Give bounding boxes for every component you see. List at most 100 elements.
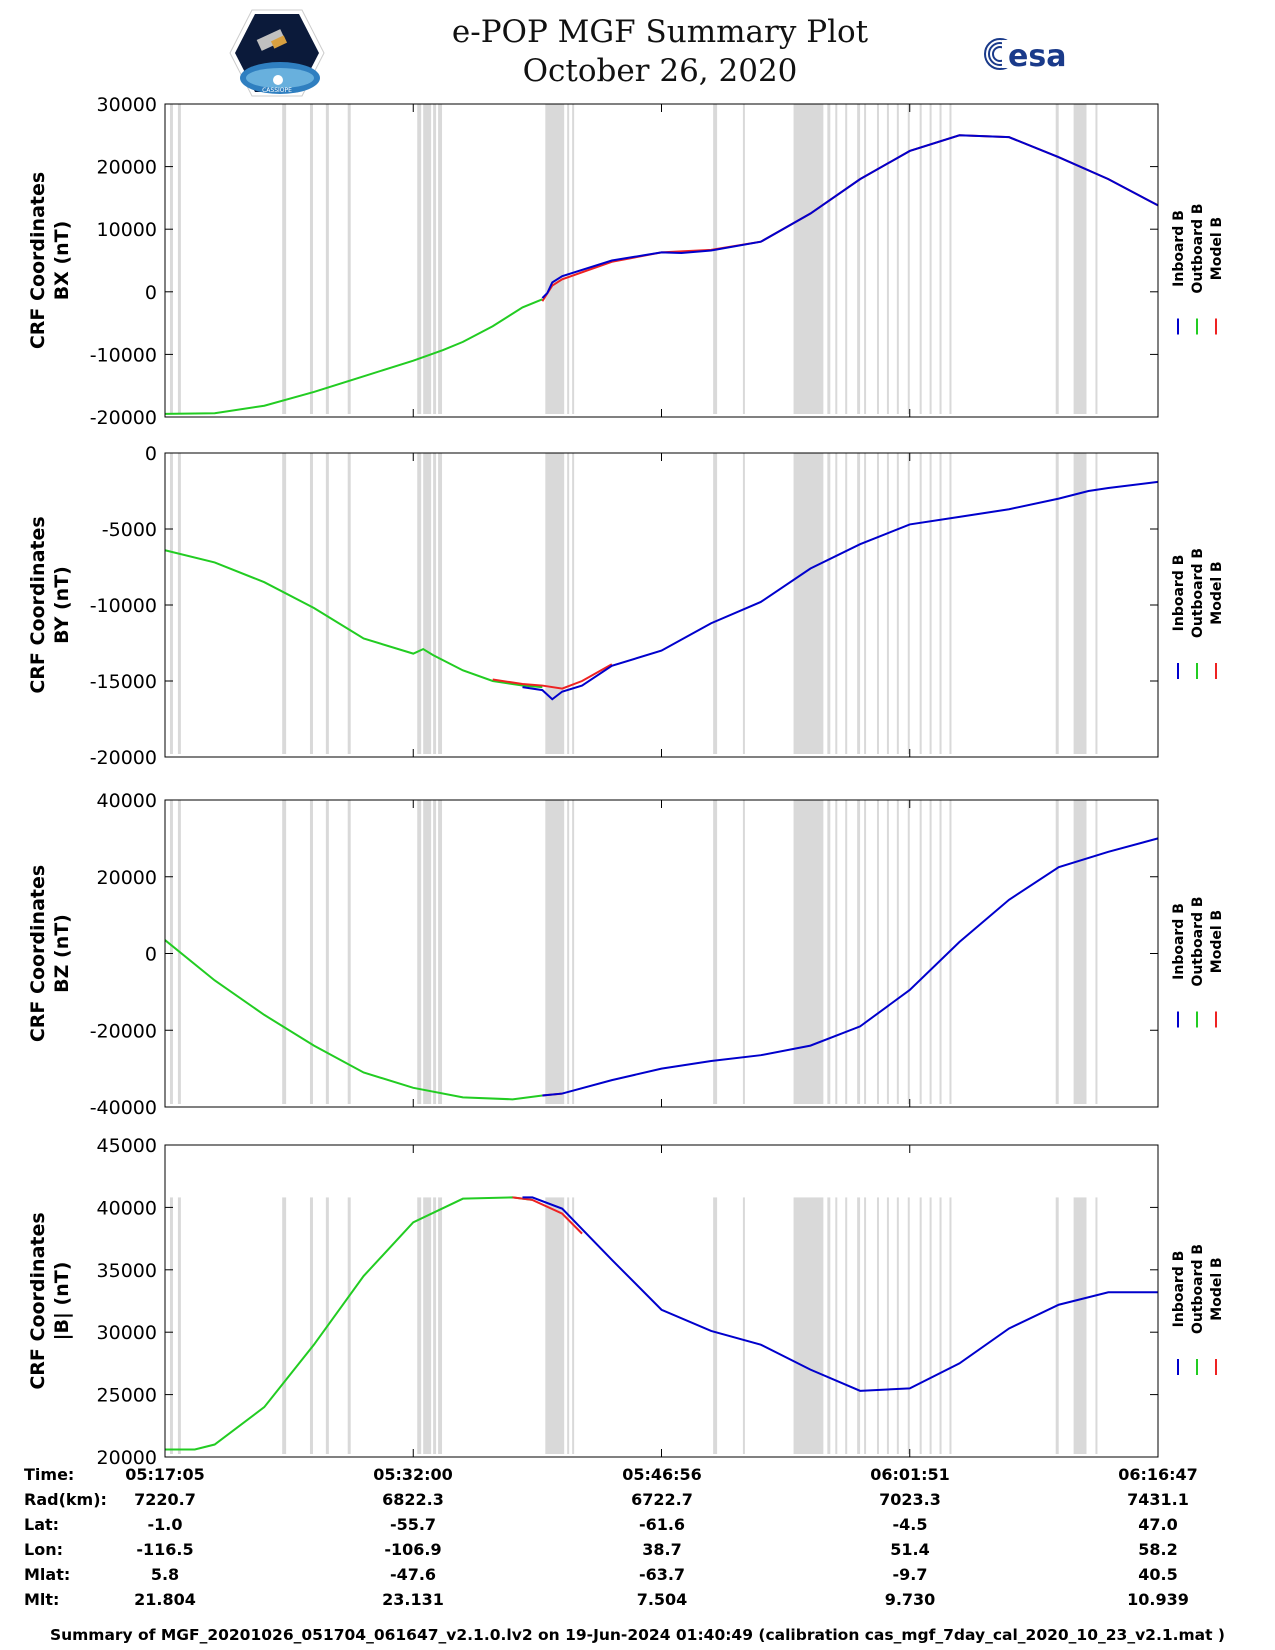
data-gap-band xyxy=(939,453,942,754)
data-gap-band xyxy=(417,1197,422,1454)
data-gap-band xyxy=(793,1197,824,1454)
data-gap-band xyxy=(845,800,848,1104)
data-gap-band xyxy=(1073,104,1087,414)
series-line-outboard-b xyxy=(165,1196,533,1451)
series-line-inboard-b xyxy=(542,837,1159,1097)
y-tick-label: 0 xyxy=(145,944,157,966)
data-gap-band xyxy=(417,104,422,414)
data-gap-band xyxy=(845,104,848,414)
table-cell-time: 06:16:47 xyxy=(1118,1465,1198,1484)
series-line-outboard-b xyxy=(164,939,543,1101)
y-tick-label: -5000 xyxy=(102,519,157,541)
legend-entry: Inboard B xyxy=(1171,210,1187,287)
data-gap-band xyxy=(567,800,570,1104)
chart-panel-3: 40000 20000 0 -20000 -40000 CRF Coordinates BZ… xyxy=(27,790,1225,1119)
data-gap-band xyxy=(896,1197,899,1454)
data-gap-band xyxy=(907,1197,910,1454)
data-gap-band xyxy=(347,104,351,414)
data-gap-band xyxy=(423,800,432,1104)
data-gap-band xyxy=(886,453,889,754)
legend-entry: Inboard B xyxy=(1171,555,1187,632)
legend-entry: Inboard B xyxy=(1171,1251,1187,1328)
table-cell-lat: -55.7 xyxy=(389,1515,437,1534)
data-gap-band xyxy=(713,104,718,414)
data-gap-band xyxy=(886,800,889,1104)
data-gap-band xyxy=(919,453,922,754)
table-cell-rad: 6822.3 xyxy=(382,1490,444,1509)
y-axis-label-line2: BX (nT) xyxy=(51,221,73,301)
data-gap-band xyxy=(857,1197,861,1454)
legend-entry: Model B xyxy=(1209,217,1225,280)
plot-date: October 26, 2020 xyxy=(522,53,798,89)
y-axis-label-line2: |B| (nT) xyxy=(51,1262,73,1341)
chart-panel-1: 30000 20000 10000 0 -10000 -20000 CRF Coordina… xyxy=(27,94,1225,429)
y-tick-label: 20000 xyxy=(97,1447,157,1465)
data-gap-band xyxy=(742,1197,745,1454)
data-gap-band xyxy=(876,1197,879,1454)
data-gap-band xyxy=(939,1197,942,1454)
y-tick-label: 0 xyxy=(145,443,157,465)
legend-entry: Model B xyxy=(1209,910,1225,973)
data-gap-band xyxy=(793,104,824,414)
data-gap-band xyxy=(169,800,173,1104)
data-gap-band xyxy=(929,104,932,414)
data-gap-band xyxy=(742,453,745,754)
plot-frame xyxy=(164,1144,1159,1458)
y-axis-label-line1: CRF Coordinates xyxy=(27,865,49,1042)
data-gap-band xyxy=(169,453,173,754)
table-cell-lon: 58.2 xyxy=(1138,1540,1178,1559)
data-gap-band xyxy=(907,453,910,754)
table-cell-rad: 6722.7 xyxy=(631,1490,693,1509)
table-row-label: Lon: xyxy=(24,1540,63,1559)
y-axis-label-line1: CRF Coordinates xyxy=(27,1212,49,1389)
data-gap-band xyxy=(1055,800,1059,1104)
data-gap-band xyxy=(567,104,570,414)
data-gap-band xyxy=(177,1197,181,1454)
y-tick-label: 20000 xyxy=(97,867,157,889)
data-gap-band xyxy=(309,104,313,414)
legend-entry: Model B xyxy=(1209,1257,1225,1320)
data-gap-band xyxy=(929,800,932,1104)
y-tick-label: -20000 xyxy=(90,407,157,429)
orbit-info-table: Time: Rad(km): Lat: Lon: Mlat: Mlt: 05:17:05 72… xyxy=(0,1465,1275,1625)
data-gap-band xyxy=(713,453,718,754)
data-gap-band xyxy=(939,800,942,1104)
data-gap-band xyxy=(742,104,745,414)
data-gap-band xyxy=(886,104,889,414)
data-gap-band xyxy=(282,800,287,1104)
data-gap-band xyxy=(347,1197,351,1454)
series-line-inboard-b xyxy=(522,1196,1158,1392)
y-tick-label: 45000 xyxy=(97,1135,157,1157)
data-gap-band xyxy=(1055,1197,1059,1454)
svg-text:CASSIOPE: CASSIOPE xyxy=(262,87,292,94)
data-gap-band xyxy=(567,1197,570,1454)
legend-entry: Inboard B xyxy=(1171,903,1187,980)
data-gap-band xyxy=(827,104,831,414)
legend-entry: Model B xyxy=(1209,561,1225,624)
data-gap-band xyxy=(886,1197,889,1454)
data-gap-band xyxy=(864,1197,867,1454)
data-gap-band xyxy=(325,800,329,1104)
table-row-label: Lat: xyxy=(24,1515,60,1534)
table-cell-mlt: 9.730 xyxy=(884,1590,936,1609)
legend-entry: Outboard B xyxy=(1190,1244,1206,1334)
data-gap-band xyxy=(857,453,861,754)
data-gap-band xyxy=(827,800,831,1104)
data-gap-band xyxy=(309,1197,313,1454)
y-tick-label: 40000 xyxy=(97,790,157,812)
table-cell-lat: 47.0 xyxy=(1138,1515,1178,1534)
data-gap-band xyxy=(713,800,718,1104)
data-gap-band xyxy=(545,800,565,1104)
data-gap-band xyxy=(742,800,745,1104)
y-axis-label-line2: BY (nT) xyxy=(51,566,73,644)
data-gap-band xyxy=(572,1197,575,1454)
series-line-model-b xyxy=(492,663,613,690)
data-gap-band xyxy=(177,104,181,414)
table-cell-mlt: 21.804 xyxy=(134,1590,196,1609)
data-gap-band xyxy=(347,800,351,1104)
table-cell-rad: 7220.7 xyxy=(134,1490,196,1509)
charts-area: 30000 20000 10000 0 -10000 -20000 CRF Coordina… xyxy=(27,94,1225,1465)
data-gap-band xyxy=(939,104,942,414)
data-gap-band xyxy=(907,104,910,414)
table-row-label: Time: xyxy=(24,1465,75,1484)
